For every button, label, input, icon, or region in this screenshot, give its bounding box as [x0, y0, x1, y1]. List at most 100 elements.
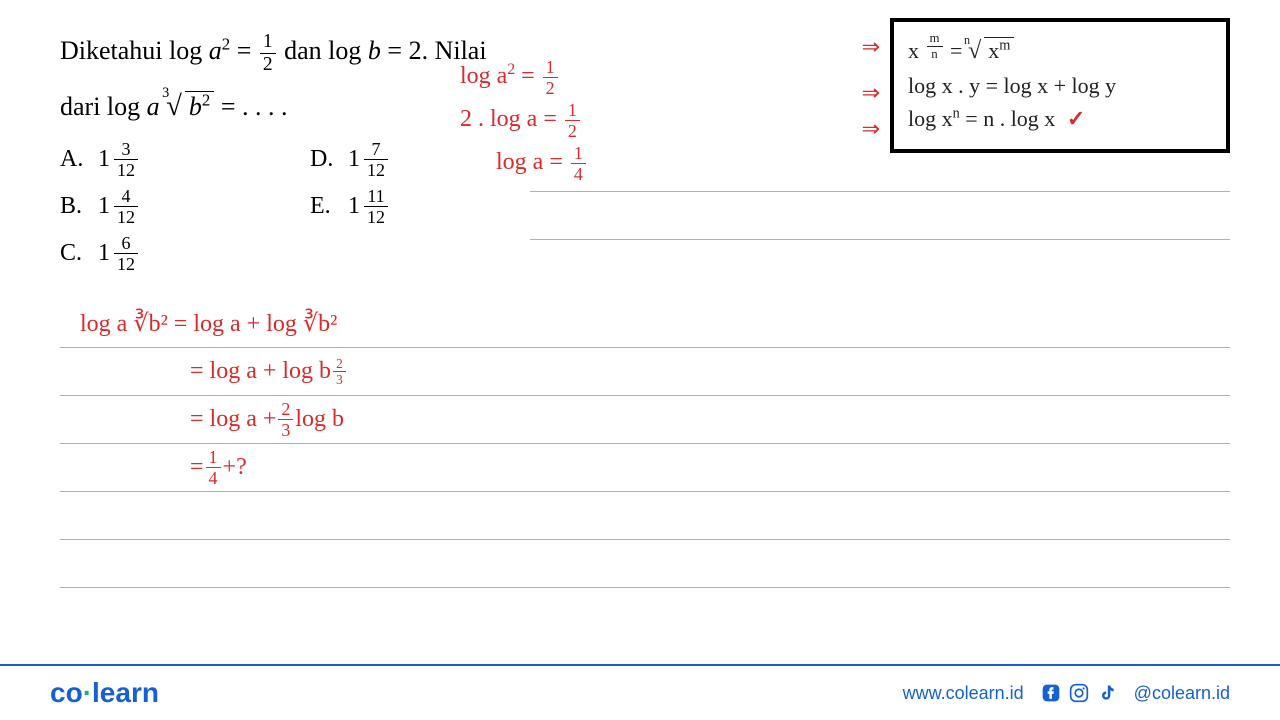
sol2-num: 2	[333, 357, 346, 372]
q2-a: a	[147, 92, 160, 121]
sol-line-3: = log a + 23 log b	[60, 396, 1230, 444]
option-c[interactable]: C. 1 612	[60, 234, 280, 273]
rs1-eq: =	[521, 63, 541, 89]
option-b[interactable]: B. 1 412	[60, 187, 280, 226]
f1-root-deg: n	[964, 31, 970, 49]
logo-learn: learn	[92, 677, 159, 708]
solution-area: log a ∛b² = log a + log ∛b² = log a + lo…	[60, 300, 1230, 588]
q1-frac-den: 2	[260, 54, 276, 75]
opt-b-den: 12	[114, 207, 138, 226]
opt-a-whole: 1	[98, 146, 110, 173]
footer: co·learn www.colearn.id @colearn.id	[0, 664, 1280, 720]
sol3-den: 3	[278, 420, 293, 439]
formula-box: x mn = n √xm log x . y = log x + log y l…	[890, 18, 1230, 153]
opt-c-num: 6	[114, 234, 138, 254]
check-icon: ✓	[1067, 106, 1085, 131]
rule-blank-1	[60, 492, 1230, 540]
f1-x: x	[908, 38, 919, 63]
instagram-icon[interactable]	[1068, 682, 1090, 704]
arrow-icon-1: ⇒	[862, 34, 880, 60]
option-e[interactable]: E. 1 1112	[310, 187, 530, 226]
rs1-den: 2	[543, 78, 558, 97]
f1-rad-base: x	[988, 38, 999, 63]
sol2-pre: = log a + log b	[190, 358, 331, 385]
formula-2: log x . y = log x + log y	[908, 69, 1212, 102]
footer-url[interactable]: www.colearn.id	[903, 683, 1024, 704]
sol4-tail: ?	[236, 454, 247, 481]
rs1-left: log a	[460, 63, 507, 89]
sol1-text: log a ∛b² = log a + log ∛b²	[80, 309, 337, 338]
opt-e-den: 12	[364, 207, 388, 226]
arrow-icon-3: ⇒	[862, 116, 880, 142]
q1-b: b	[368, 36, 381, 65]
logo: co·learn	[50, 677, 159, 709]
opt-b-num: 4	[114, 187, 138, 207]
opt-c-whole: 1	[98, 240, 110, 267]
radicand-exp: 2	[202, 90, 210, 109]
opt-d-value: 1 712	[348, 140, 390, 179]
sol4-pre: =	[190, 454, 204, 481]
sol-line-2: = log a + log b 23	[60, 348, 1230, 396]
q1-a: a	[209, 36, 222, 65]
sol2-den: 3	[333, 372, 346, 386]
sol4-mid: +	[223, 454, 237, 481]
f1-rad-exp: m	[999, 38, 1010, 54]
q2-pre: dari log	[60, 92, 147, 121]
q2-post: = . . . .	[221, 92, 288, 121]
q2-radicand: b2	[185, 91, 214, 121]
q1-exp: 2	[222, 34, 230, 53]
rs2-den: 2	[565, 121, 580, 140]
opt-d-whole: 1	[348, 146, 360, 173]
opt-b-whole: 1	[98, 193, 110, 220]
q1-mid: dan log	[284, 36, 368, 65]
rule-blank-2	[60, 540, 1230, 588]
sol3-pre: = log a +	[190, 406, 276, 433]
f1-root: n √xm	[968, 33, 1014, 69]
social-icons	[1040, 682, 1118, 704]
rule-upper-2	[530, 192, 1230, 240]
q2-root: 3 √b2	[166, 84, 214, 130]
logo-co: co	[50, 677, 83, 708]
facebook-icon[interactable]	[1040, 682, 1062, 704]
q1-eq: =	[237, 36, 258, 65]
opt-c-den: 12	[114, 254, 138, 273]
radicand-base: b	[189, 92, 202, 121]
f3-exp: n	[953, 106, 960, 122]
opt-e-value: 1 1112	[348, 187, 390, 226]
arrow-icon-2: ⇒	[862, 80, 880, 106]
opt-c-letter: C.	[60, 240, 84, 267]
sol-line-4: = 14 + ?	[60, 444, 1230, 492]
sol3-post: log b	[295, 406, 344, 433]
logo-dot-icon: ·	[83, 677, 92, 708]
tiktok-icon[interactable]	[1096, 682, 1118, 704]
rule-upper-1	[530, 144, 1230, 192]
formula-3: log xn = n . log x ✓	[908, 102, 1212, 135]
q1-frac: 1 2	[260, 32, 276, 74]
sol4-den: 4	[206, 468, 221, 487]
opt-e-letter: E.	[310, 193, 334, 220]
footer-handle[interactable]: @colearn.id	[1134, 683, 1230, 704]
f3-right: = n . log x	[965, 106, 1055, 131]
formula-1: x mn = n √xm	[908, 32, 1212, 69]
opt-c-value: 1 612	[98, 234, 140, 273]
sol3-num: 2	[278, 400, 293, 420]
sol-line-1: log a ∛b² = log a + log ∛b²	[60, 300, 1230, 348]
opt-a-letter: A.	[60, 146, 84, 173]
opt-a-den: 12	[114, 160, 138, 179]
rs2-num: 1	[565, 101, 580, 121]
footer-right: www.colearn.id @colearn.id	[903, 682, 1230, 704]
q2-root-deg: 3	[162, 82, 169, 105]
rs2-left: 2 . log a =	[460, 106, 563, 132]
opt-b-value: 1 412	[98, 187, 140, 226]
opt-e-whole: 1	[348, 193, 360, 220]
opt-d-num: 7	[364, 140, 388, 160]
rs-line1: log a2 = 12	[460, 58, 710, 97]
sol4-num: 1	[206, 448, 221, 468]
rs-line2: 2 . log a = 12	[460, 101, 710, 140]
option-a[interactable]: A. 1 312	[60, 140, 280, 179]
rs1-num: 1	[543, 58, 558, 78]
opt-a-num: 3	[114, 140, 138, 160]
opt-b-letter: B.	[60, 193, 84, 220]
opt-e-num: 11	[364, 187, 388, 207]
q1-pre: Diketahui log	[60, 36, 209, 65]
